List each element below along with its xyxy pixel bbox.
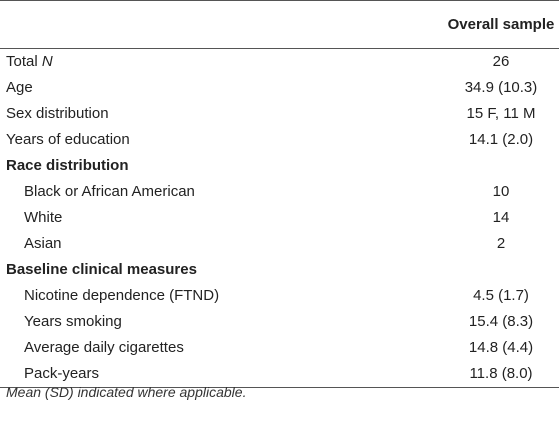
row-value: 11.8 (8.0) bbox=[469, 365, 533, 382]
header-rule bbox=[0, 48, 559, 49]
row-label: Average daily cigarettes bbox=[24, 339, 184, 356]
bottom-rule bbox=[0, 387, 559, 388]
row-value: 2 bbox=[496, 235, 506, 252]
row-value: 14.8 (4.4) bbox=[468, 339, 534, 356]
row-value: 14.1 (2.0) bbox=[468, 131, 534, 148]
table-row-total-n: Total N 26 bbox=[0, 49, 559, 75]
section-label: Baseline clinical measures bbox=[6, 261, 197, 278]
row-label: Sex distribution bbox=[6, 105, 109, 122]
row-label: Pack-years bbox=[24, 365, 100, 382]
table-row-asian: Asian 2 bbox=[0, 231, 559, 257]
table-row-black-or-african-american: Black or African American 10 bbox=[0, 179, 559, 205]
top-rule bbox=[0, 0, 559, 1]
table-row-average-daily-cigarettes: Average daily cigarettes 14.8 (4.4) bbox=[0, 335, 559, 361]
section-race-distribution: Race distribution bbox=[0, 153, 559, 179]
demographics-table: Overall sample Total N 26 Age 34.9 (10.3… bbox=[0, 0, 559, 388]
table-row-sex-distribution: Sex distribution 15 F, 11 M bbox=[0, 101, 559, 127]
row-label: Black or African American bbox=[24, 183, 195, 200]
row-value: 34.9 (10.3) bbox=[464, 79, 538, 96]
table-row-years-smoking: Years smoking 15.4 (8.3) bbox=[0, 309, 559, 335]
section-baseline-clinical-measures: Baseline clinical measures bbox=[0, 257, 559, 283]
table-row-pack-years: Pack-years 11.8 (8.0) bbox=[0, 361, 559, 387]
row-value: 10 bbox=[492, 183, 510, 200]
column-header-overall-sample: Overall sample bbox=[447, 16, 555, 33]
table-row-age: Age 34.9 (10.3) bbox=[0, 75, 559, 101]
table-footnote: Mean (SD) indicated where applicable. bbox=[6, 384, 247, 400]
row-value: 15.4 (8.3) bbox=[468, 313, 534, 330]
row-value: 4.5 (1.7) bbox=[473, 287, 529, 304]
table-row-white: White 14 bbox=[0, 205, 559, 231]
row-value: 14 bbox=[492, 209, 510, 226]
section-label: Race distribution bbox=[6, 157, 129, 174]
row-label: White bbox=[24, 209, 63, 226]
row-label: Years smoking bbox=[24, 313, 122, 330]
row-label: Nicotine dependence (FTND) bbox=[24, 287, 220, 304]
row-label: Asian bbox=[24, 235, 62, 252]
table-row-years-of-education: Years of education 14.1 (2.0) bbox=[0, 127, 559, 153]
row-label: Years of education bbox=[6, 131, 130, 148]
table-row-nicotine-dependence: Nicotine dependence (FTND) 4.5 (1.7) bbox=[0, 283, 559, 309]
row-value: 15 F, 11 M bbox=[466, 105, 536, 122]
table-header-row: Overall sample bbox=[0, 1, 559, 48]
row-label: Total N bbox=[6, 53, 53, 70]
row-label: Age bbox=[6, 79, 33, 96]
row-value: 26 bbox=[492, 53, 510, 70]
